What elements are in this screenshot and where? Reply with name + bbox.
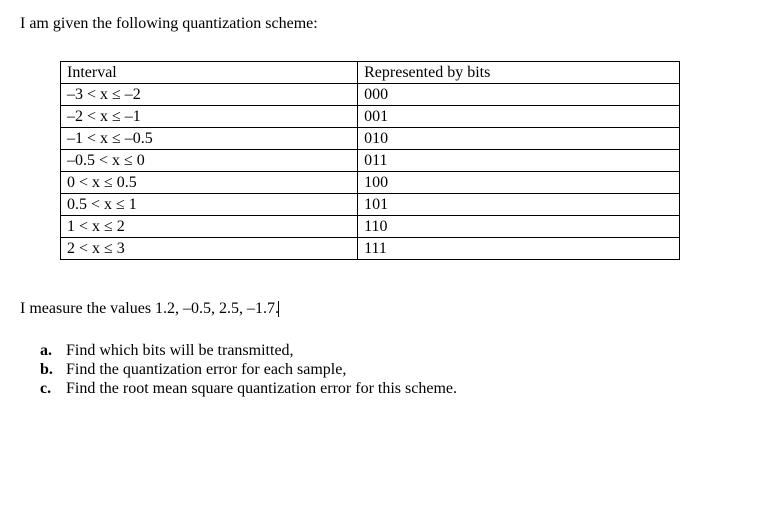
question-text: Find the root mean square quantization e… xyxy=(66,380,457,397)
cell-bits: 010 xyxy=(358,128,680,150)
question-text: Find the quantization error for each sam… xyxy=(66,361,346,378)
cell-interval: –2 < x ≤ –1 xyxy=(61,106,358,128)
table-row: –1 < x ≤ –0.5 010 xyxy=(61,128,680,150)
cell-interval: –0.5 < x ≤ 0 xyxy=(61,150,358,172)
question-b: b. Find the quantization error for each … xyxy=(40,361,753,379)
question-a: a. Find which bits will be transmitted, xyxy=(40,342,753,360)
table-row: –2 < x ≤ –1 001 xyxy=(61,106,680,128)
table-row: 0 < x ≤ 0.5 100 xyxy=(61,172,680,194)
measure-content: I measure the values 1.2, –0.5, 2.5, –1.… xyxy=(20,300,279,317)
question-text: Find which bits will be transmitted, xyxy=(66,342,294,359)
cell-interval: 2 < x ≤ 3 xyxy=(61,238,358,260)
quantization-table: Interval Represented by bits –3 < x ≤ –2… xyxy=(60,61,680,260)
cell-bits: 011 xyxy=(358,150,680,172)
table-row: 2 < x ≤ 3 111 xyxy=(61,238,680,260)
cell-interval: 0 < x ≤ 0.5 xyxy=(61,172,358,194)
intro-text: I am given the following quantization sc… xyxy=(20,15,753,33)
header-interval: Interval xyxy=(61,62,358,84)
table-row: 1 < x ≤ 2 110 xyxy=(61,216,680,238)
table-row: –3 < x ≤ –2 000 xyxy=(61,84,680,106)
cell-bits: 001 xyxy=(358,106,680,128)
table-header-row: Interval Represented by bits xyxy=(61,62,680,84)
cell-bits: 000 xyxy=(358,84,680,106)
cell-interval: –1 < x ≤ –0.5 xyxy=(61,128,358,150)
question-letter: b. xyxy=(40,361,62,379)
cell-interval: 1 < x ≤ 2 xyxy=(61,216,358,238)
header-bits: Represented by bits xyxy=(358,62,680,84)
question-letter: a. xyxy=(40,342,62,360)
cell-bits: 111 xyxy=(358,238,680,260)
table-row: –0.5 < x ≤ 0 011 xyxy=(61,150,680,172)
cell-bits: 110 xyxy=(358,216,680,238)
measure-text: I measure the values 1.2, –0.5, 2.5, –1.… xyxy=(20,300,753,318)
question-letter: c. xyxy=(40,380,62,398)
question-c: c. Find the root mean square quantizatio… xyxy=(40,380,753,398)
questions-list: a. Find which bits will be transmitted, … xyxy=(20,342,753,398)
cell-interval: –3 < x ≤ –2 xyxy=(61,84,358,106)
table-row: 0.5 < x ≤ 1 101 xyxy=(61,194,680,216)
text-cursor xyxy=(278,301,279,317)
cell-bits: 100 xyxy=(358,172,680,194)
cell-interval: 0.5 < x ≤ 1 xyxy=(61,194,358,216)
cell-bits: 101 xyxy=(358,194,680,216)
